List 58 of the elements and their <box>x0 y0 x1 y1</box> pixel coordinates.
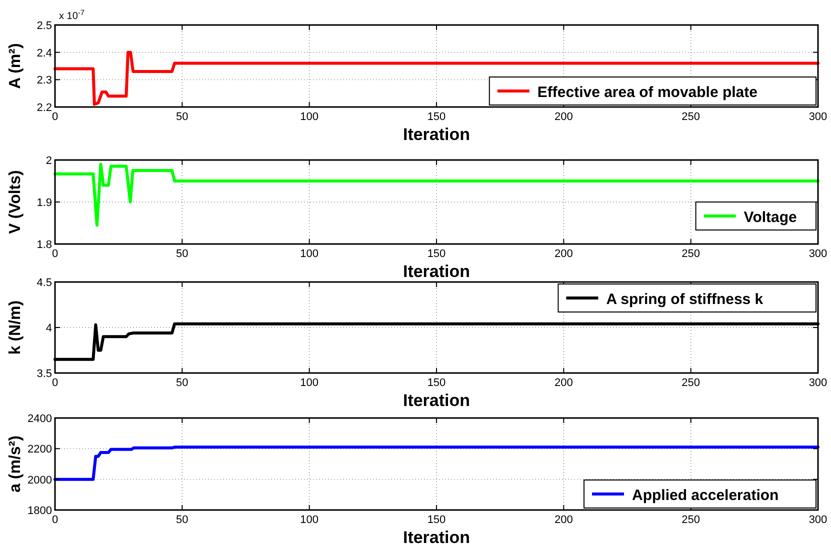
y-tick-label: 2.5 <box>36 20 52 32</box>
x-tick-label: 150 <box>427 514 446 526</box>
x-tick-label: 150 <box>427 111 446 123</box>
x-tick-label: 200 <box>554 514 573 526</box>
line-series <box>54 162 820 227</box>
x-tick-label: 250 <box>682 111 700 123</box>
y-tick-label: 2200 <box>28 444 52 456</box>
x-tick-label: 200 <box>554 377 573 389</box>
x-tick-label: 100 <box>300 377 319 389</box>
y-axis-title: a (m/s²) <box>7 436 24 492</box>
y-tick-label: 1.9 <box>36 197 52 209</box>
x-tick-label: 50 <box>176 514 188 526</box>
x-tick-label: 50 <box>176 248 188 260</box>
x-tick-label: 100 <box>300 514 319 526</box>
y-tick-label: 2000 <box>28 474 52 486</box>
y-axis-title: A (m²) <box>7 43 24 89</box>
x-tick-label: 0 <box>52 248 58 260</box>
y-tick-label: 1800 <box>28 505 52 517</box>
y-tick-label: 2.2 <box>36 102 52 114</box>
x-tick-label: 150 <box>427 377 446 389</box>
x-tick-label: 100 <box>300 248 319 260</box>
line-series <box>54 446 820 481</box>
y-tick-label: 4.5 <box>36 277 52 289</box>
y-tick-label: 2.3 <box>36 74 52 87</box>
x-tick-label: 200 <box>554 111 573 123</box>
x-tick-label: 0 <box>52 111 58 123</box>
x-tick-label: 300 <box>808 514 828 526</box>
y-tick-label: 1.8 <box>36 239 52 251</box>
x-tick-label: 50 <box>176 111 188 123</box>
x-tick-label: 150 <box>427 248 446 260</box>
x-axis-title: Iteration <box>402 528 470 547</box>
y-axis-title: k (N/m) <box>7 300 24 355</box>
legend-label: A spring of stiffness k <box>606 291 764 308</box>
x-tick-label: 250 <box>682 514 700 526</box>
y-tick-label: 2 <box>46 155 52 167</box>
x-tick-label: 0 <box>52 377 58 389</box>
text: x 10$^{-7}$ <box>59 8 85 22</box>
line-series <box>54 50 820 106</box>
y-tick-label: 3.5 <box>36 368 52 380</box>
x-tick-label: 250 <box>682 248 700 260</box>
x-tick-label: 0 <box>52 514 58 526</box>
legend-label: Effective area of movable plate <box>537 84 758 101</box>
x-tick-label: 100 <box>300 111 319 123</box>
y-tick-label: 4 <box>46 322 52 334</box>
x-tick-label: 200 <box>554 248 573 260</box>
x-tick-label: 300 <box>808 377 828 389</box>
x-axis-title: Iteration <box>402 262 470 281</box>
x-tick-label: 300 <box>808 248 828 260</box>
y-tick-label: 2400 <box>28 413 52 425</box>
x-tick-label: 300 <box>808 111 828 123</box>
x-tick-label: 50 <box>176 377 188 389</box>
y-tick-label: 2.4 <box>36 47 52 60</box>
x-axis-title: Iteration <box>402 391 470 410</box>
y-axis-title: V (Volts) <box>7 170 24 234</box>
x-axis-title: Iteration <box>402 125 470 144</box>
x-tick-label: 250 <box>682 377 700 389</box>
legend-label: Applied acceleration <box>632 487 779 504</box>
legend-label: Voltage <box>744 209 797 226</box>
